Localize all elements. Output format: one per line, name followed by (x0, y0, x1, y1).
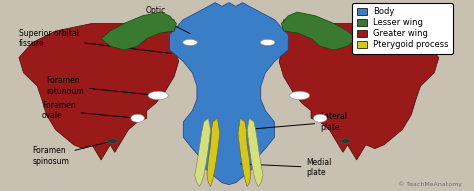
Text: Medial
plate: Medial plate (241, 158, 332, 177)
Polygon shape (238, 118, 251, 187)
Legend: Body, Lesser wing, Greater wing, Pterygoid process: Body, Lesser wing, Greater wing, Pterygo… (352, 3, 453, 53)
Text: © TeachMeAnatomy: © TeachMeAnatomy (398, 181, 462, 187)
Polygon shape (101, 12, 176, 50)
Circle shape (183, 39, 197, 45)
Ellipse shape (313, 114, 327, 122)
Ellipse shape (131, 114, 145, 122)
Polygon shape (207, 118, 220, 187)
Text: Foramen
ovale: Foramen ovale (42, 101, 135, 120)
Text: Optic
canal: Optic canal (146, 6, 190, 34)
Polygon shape (279, 20, 439, 160)
Polygon shape (247, 118, 263, 187)
Circle shape (107, 139, 118, 143)
Circle shape (148, 91, 168, 100)
Polygon shape (19, 20, 179, 160)
Polygon shape (170, 3, 288, 185)
Text: Foramen
rotundum: Foramen rotundum (46, 76, 155, 96)
Text: Foramen
spinosum: Foramen spinosum (33, 142, 110, 166)
Circle shape (290, 91, 310, 100)
Text: Superior orbital
fissure: Superior orbital fissure (19, 29, 172, 53)
Circle shape (340, 139, 351, 143)
Polygon shape (195, 118, 210, 187)
Polygon shape (282, 12, 356, 50)
Circle shape (260, 39, 275, 45)
Text: Lateral
plate: Lateral plate (247, 112, 347, 132)
